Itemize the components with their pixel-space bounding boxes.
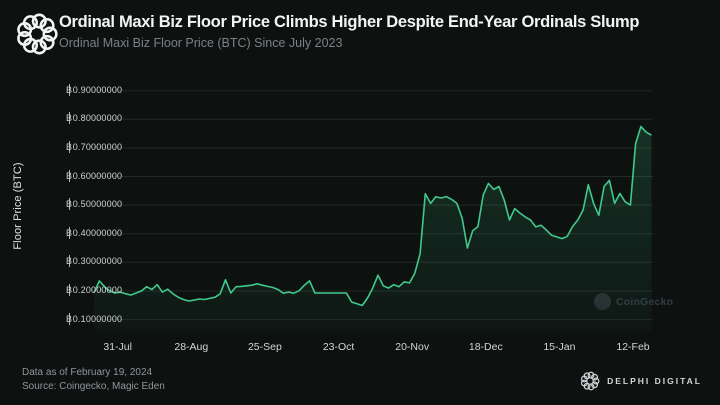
bitcoin-symbol: B xyxy=(66,140,73,153)
data-as-of-text: Data as of February 19, 2024 xyxy=(22,367,153,378)
y-tick-label: B0.30000000 xyxy=(66,255,123,268)
bitcoin-symbol: B xyxy=(66,226,73,239)
y-tick-label: B0.90000000 xyxy=(66,83,123,96)
price-line xyxy=(93,125,652,307)
y-tick-label: B0.40000000 xyxy=(66,226,123,239)
y-tick-label: B0.10000000 xyxy=(66,312,123,325)
delphi-rings-logo-small-icon xyxy=(581,371,600,391)
bitcoin-symbol: B xyxy=(66,255,73,268)
bitcoin-symbol: B xyxy=(66,198,73,211)
floor-price-chart xyxy=(93,90,653,331)
y-tick-label: B0.70000000 xyxy=(66,140,123,153)
bitcoin-symbol: B xyxy=(66,284,73,296)
delphi-digital-logo-icon xyxy=(17,13,58,55)
y-tick-label: B0.50000000 xyxy=(66,198,123,211)
y-axis-title: Floor Price (BTC) xyxy=(12,162,24,250)
page-title: Ordinal Maxi Biz Floor Price Climbs High… xyxy=(59,13,640,31)
brand-wordmark: DELPHI DIGITAL xyxy=(607,376,702,386)
x-tick-label: 23-Oct xyxy=(322,341,355,353)
price-area-fill xyxy=(94,126,652,331)
x-tick-label: 25-Sep xyxy=(247,341,282,353)
x-tick-label: 31-Jul xyxy=(103,341,132,353)
bitcoin-symbol: B xyxy=(66,312,73,325)
bitcoin-symbol: B xyxy=(66,169,73,182)
y-tick-label: B0.60000000 xyxy=(66,169,123,182)
x-tick-label: 20-Nov xyxy=(395,341,430,353)
footer-source-note: Data as of February 19, 2024 Source: Coi… xyxy=(22,366,165,394)
x-tick-label: 15-Jan xyxy=(543,341,576,353)
y-tick-label: B0.20000000 xyxy=(66,284,123,296)
bitcoin-symbol: B xyxy=(66,83,73,96)
y-tick-label: B0.80000000 xyxy=(66,112,123,125)
coingecko-watermark: CoinGecko xyxy=(594,293,673,310)
source-text: Source: Coingecko, Magic Eden xyxy=(22,381,165,392)
bitcoin-symbol: B xyxy=(66,112,73,125)
brand-lockup: DELPHI DIGITAL xyxy=(580,371,702,391)
x-tick-label: 18-Dec xyxy=(468,341,503,353)
coingecko-circle-logo xyxy=(594,293,611,310)
x-tick-label: 12-Feb xyxy=(616,341,650,353)
coingecko-watermark-label: CoinGecko xyxy=(616,295,674,308)
x-tick-label: 28-Aug xyxy=(174,341,209,353)
page-subtitle: Ordinal Maxi Biz Floor Price (BTC) Since… xyxy=(59,36,343,50)
